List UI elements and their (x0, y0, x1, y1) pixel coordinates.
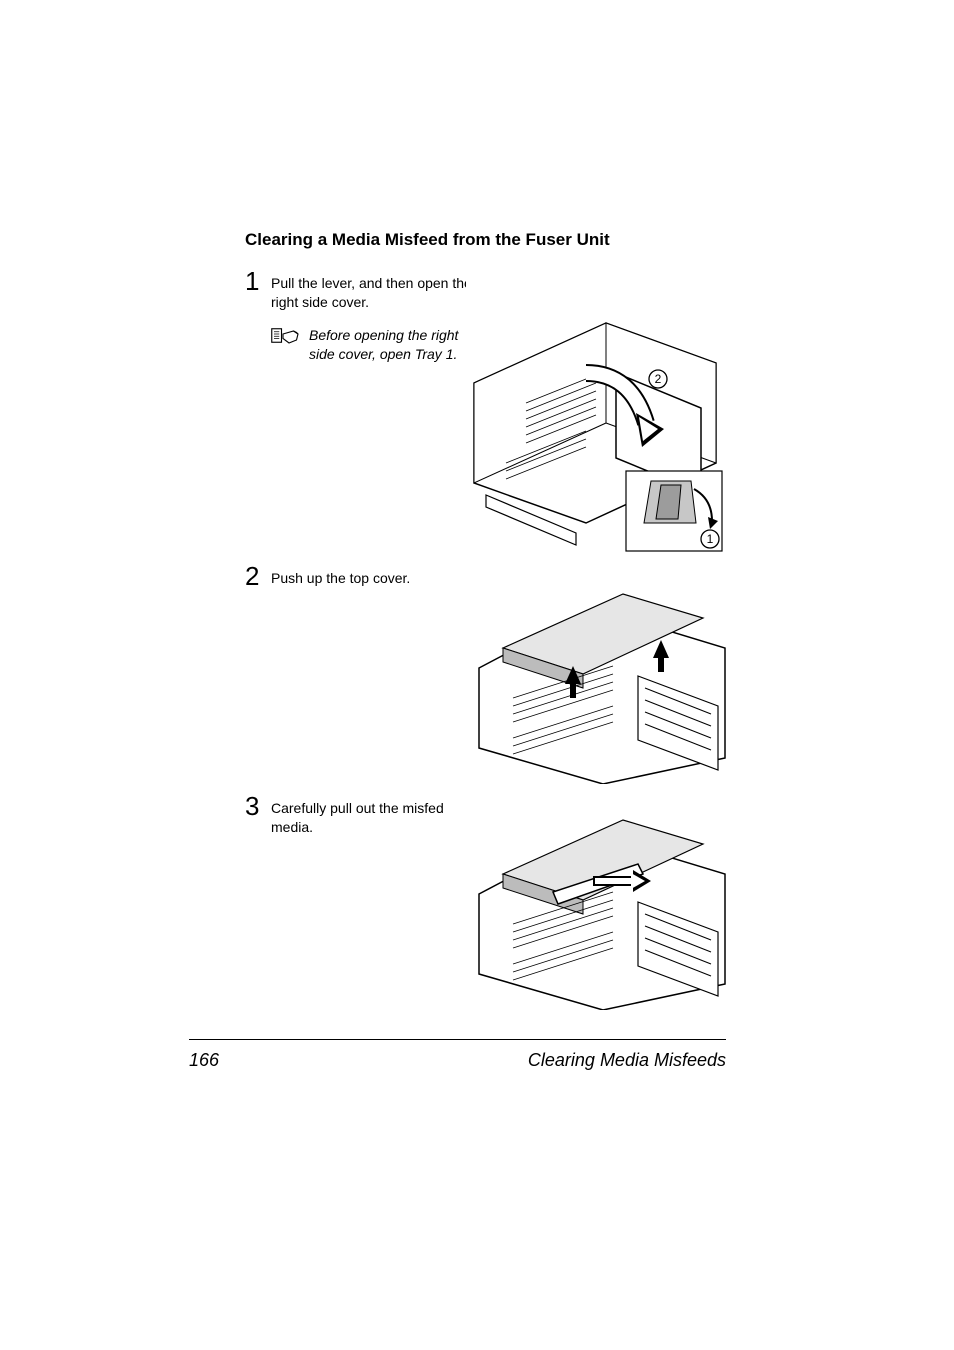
step-1-text: Pull the lever, and then open the right … (271, 274, 481, 312)
document-page: Clearing a Media Misfeed from the Fuser … (0, 0, 954, 1350)
figure-1-open-side-cover: 2 1 (466, 263, 726, 553)
figure-3-pull-media (473, 814, 730, 1010)
callout-2-label: 2 (655, 372, 662, 386)
step-2: 2 Push up the top cover. (245, 563, 545, 589)
section-title: Clearing a Media Misfeed from the Fuser … (245, 230, 724, 250)
figure-2-push-top-cover (473, 588, 730, 784)
step-2-body: Push up the top cover. (271, 563, 545, 588)
callout-1-label: 1 (707, 532, 714, 546)
step-2-text: Push up the top cover. (271, 569, 481, 588)
footer-rule (189, 1039, 726, 1040)
step-1-number: 1 (245, 268, 271, 294)
note-text: Before opening the right side cover, ope… (309, 326, 479, 364)
footer-section-title: Clearing Media Misfeeds (528, 1050, 726, 1071)
page-number: 166 (189, 1050, 219, 1071)
note-hand-icon (271, 326, 301, 353)
step-2-number: 2 (245, 563, 271, 589)
step-3-number: 3 (245, 793, 271, 819)
step-3-text: Carefully pull out the misfed media. (271, 799, 481, 837)
